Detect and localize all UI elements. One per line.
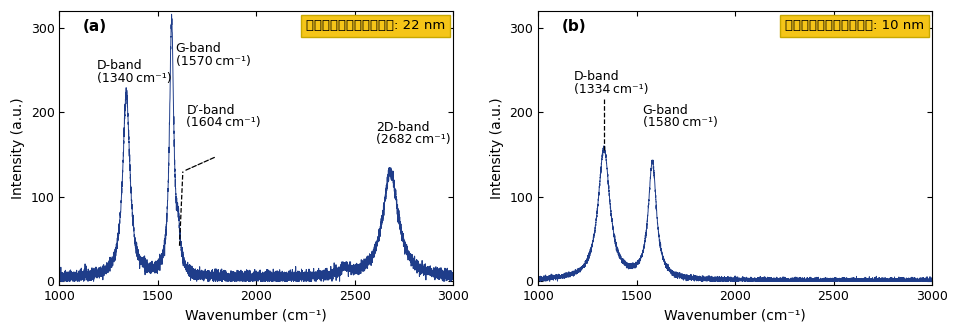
Text: グラファイト結晶サイズ: 22 nm: グラファイト結晶サイズ: 22 nm (306, 19, 445, 32)
Text: (b): (b) (562, 19, 587, 34)
Y-axis label: Intensity (a.u.): Intensity (a.u.) (490, 98, 503, 199)
X-axis label: Wavenumber (cm⁻¹): Wavenumber (cm⁻¹) (185, 309, 327, 323)
Text: (1334 cm⁻¹): (1334 cm⁻¹) (573, 82, 648, 96)
Text: (1570 cm⁻¹): (1570 cm⁻¹) (175, 55, 250, 68)
Text: (a): (a) (83, 19, 107, 34)
Text: D-band: D-band (573, 70, 620, 83)
Text: D′-band: D′-band (186, 104, 235, 117)
Text: (1604 cm⁻¹): (1604 cm⁻¹) (186, 116, 261, 129)
Text: (2682 cm⁻¹): (2682 cm⁻¹) (376, 133, 451, 146)
Text: 2D-band: 2D-band (376, 121, 430, 134)
Text: (1340 cm⁻¹): (1340 cm⁻¹) (97, 71, 172, 85)
Text: (1580 cm⁻¹): (1580 cm⁻¹) (643, 116, 717, 129)
Text: グラファイト結晶サイズ: 10 nm: グラファイト結晶サイズ: 10 nm (785, 19, 924, 32)
Text: G-band: G-band (643, 104, 689, 117)
Text: D-band: D-band (97, 59, 143, 72)
Text: G-band: G-band (175, 42, 222, 55)
Y-axis label: Intensity (a.u.): Intensity (a.u.) (12, 98, 25, 199)
X-axis label: Wavenumber (cm⁻¹): Wavenumber (cm⁻¹) (665, 309, 806, 323)
